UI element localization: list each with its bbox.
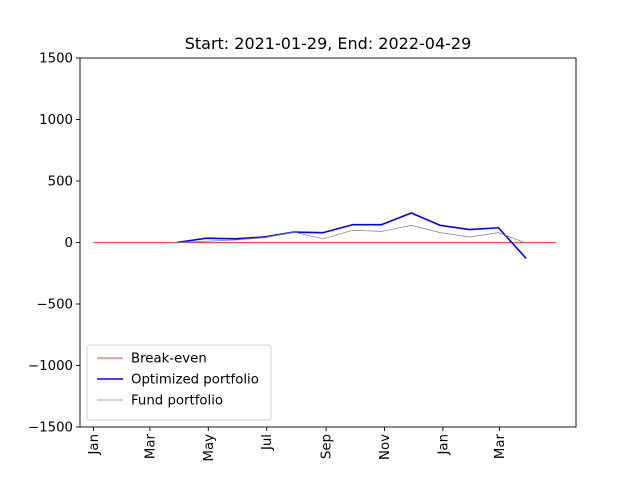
- chart-title: Start: 2021-01-29, End: 2022-04-29: [185, 34, 472, 53]
- x-tick-label: Jan: [436, 434, 451, 456]
- y-axis: 1500 1000 500 0 −500 −1000 −1500: [28, 52, 80, 436]
- legend-label-break-even: Break-even: [131, 352, 207, 367]
- x-tick-label: Mar: [493, 433, 508, 459]
- y-tick-label: −500: [36, 298, 73, 313]
- series-line-optimized-portfolio: [176, 212, 527, 260]
- x-tick-label: May: [202, 434, 217, 462]
- series-layer: [93, 212, 556, 260]
- x-tick-label: Nov: [378, 434, 393, 460]
- legend-label-fund-portfolio: Fund portfolio: [131, 394, 223, 409]
- legend-label-optimized-portfolio: Optimized portfolio: [131, 373, 259, 388]
- y-tick-label: −1000: [28, 359, 73, 374]
- legend-box: [86, 344, 272, 421]
- y-tick-label: 1500: [39, 52, 73, 67]
- x-tick-label: Mar: [143, 433, 158, 459]
- legend: Break-even Optimized portfolio Fund portfo…: [86, 344, 272, 421]
- y-tick-label: 500: [48, 175, 73, 190]
- x-tick-label: Jan: [87, 434, 102, 456]
- y-tick-label: −1500: [28, 421, 73, 436]
- x-axis: Jan Mar May Jul Sep Nov Jan Mar: [87, 427, 508, 462]
- y-tick-label: 1000: [39, 113, 73, 128]
- x-tick-label: Sep: [320, 434, 335, 459]
- y-tick-label: 0: [65, 236, 73, 251]
- series-line-fund-portfolio: [176, 224, 527, 244]
- x-tick-label: Jul: [260, 434, 275, 451]
